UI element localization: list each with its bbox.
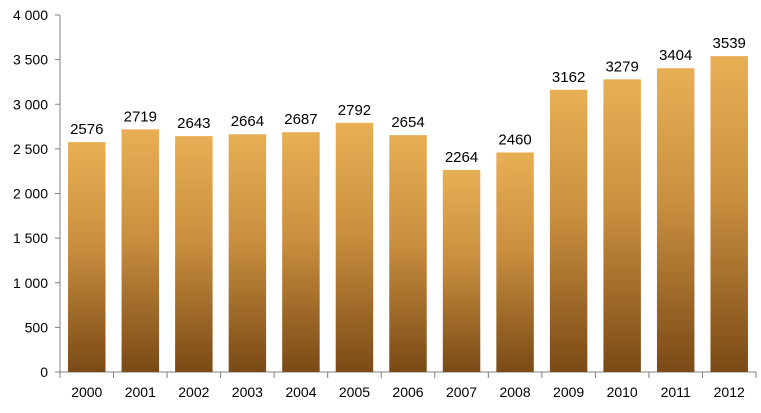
x-tick-label: 2001 [125, 384, 156, 400]
data-label: 2792 [338, 102, 371, 119]
data-label: 2643 [177, 115, 210, 132]
bar [68, 142, 106, 372]
data-label: 3539 [713, 35, 746, 52]
x-tick-label: 2008 [499, 384, 530, 400]
data-label: 2460 [498, 131, 531, 148]
x-tick-label: 2003 [232, 384, 263, 400]
y-tick-label: 3 500 [13, 52, 48, 68]
x-tick-label: 2009 [553, 384, 584, 400]
x-tick-label: 2005 [339, 384, 370, 400]
bar [389, 135, 427, 372]
y-tick-label: 2 000 [13, 186, 48, 202]
bar [549, 89, 588, 372]
bar [603, 79, 641, 373]
bar [175, 136, 213, 372]
data-label: 3162 [552, 69, 585, 86]
bar [335, 122, 374, 373]
bar [710, 56, 748, 372]
data-label: 2264 [445, 149, 478, 166]
x-tick-label: 2000 [71, 384, 102, 400]
y-tick-label: 3 000 [13, 96, 48, 112]
y-tick-label: 1 500 [13, 230, 48, 246]
data-label: 3404 [659, 47, 692, 64]
data-label: 2654 [391, 114, 424, 131]
data-label: 2687 [284, 111, 317, 128]
x-tick-label: 2010 [607, 384, 638, 400]
y-tick-label: 500 [25, 319, 49, 335]
y-tick-label: 0 [40, 364, 48, 380]
bar [442, 169, 481, 372]
x-tick-label: 2012 [714, 384, 745, 400]
y-tick-label: 2 500 [13, 141, 48, 157]
y-tick-label: 1 000 [13, 275, 48, 291]
data-label: 2576 [70, 121, 103, 138]
y-tick-label: 4 000 [13, 7, 48, 23]
x-tick-label: 2006 [392, 384, 423, 400]
data-label: 2664 [231, 113, 264, 130]
x-tick-label: 2002 [178, 384, 209, 400]
bar [656, 68, 695, 373]
x-tick-label: 2004 [285, 384, 316, 400]
bar [228, 134, 267, 372]
bar [496, 152, 534, 372]
data-label: 2719 [124, 108, 157, 125]
data-label: 3279 [605, 58, 638, 75]
bar [282, 132, 320, 372]
bar [121, 129, 160, 372]
x-tick-label: 2011 [661, 384, 691, 400]
plot-area: 0 500 1 000 1 500 2 000 2 500 3 000 3 500 4 000 2… [13, 7, 757, 400]
x-tick-label: 2007 [446, 384, 477, 400]
